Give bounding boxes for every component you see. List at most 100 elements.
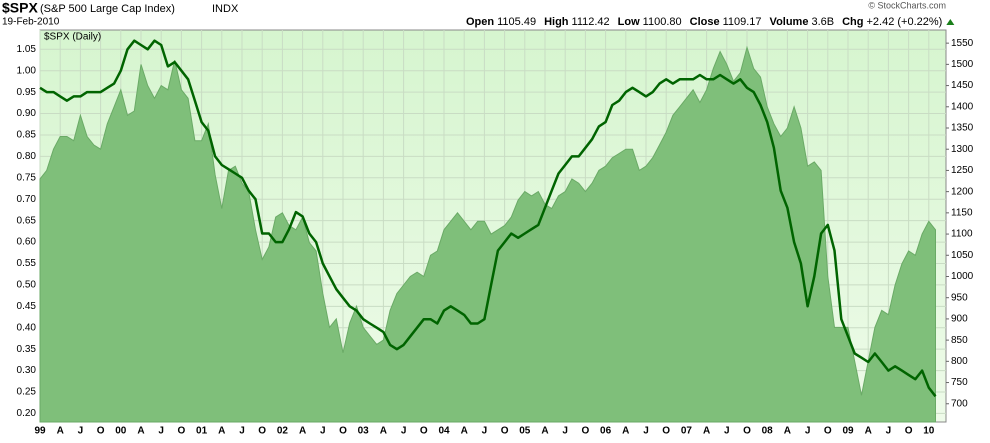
y-tick-label: 0.65 bbox=[17, 215, 37, 226]
quote-value: 1112.42 bbox=[572, 16, 610, 28]
x-tick-label: A bbox=[57, 426, 64, 437]
x-tick-label: J bbox=[158, 426, 164, 437]
x-tick-label: 04 bbox=[438, 426, 450, 437]
y-tick-label: 0.40 bbox=[17, 322, 37, 333]
y-tick-label: 0.55 bbox=[17, 258, 37, 269]
quote-label: Low bbox=[618, 16, 640, 28]
y-tick-label: 0.50 bbox=[17, 280, 37, 291]
y-tick-label: 0.80 bbox=[17, 151, 37, 162]
x-tick-label: J bbox=[724, 426, 730, 437]
y2-tick-label: 1150 bbox=[951, 207, 973, 218]
x-tick-label: A bbox=[622, 426, 629, 437]
y2-tick-label: 1350 bbox=[951, 123, 974, 134]
quote-label: Close bbox=[690, 16, 720, 28]
y2-tick-label: 1100 bbox=[951, 229, 973, 240]
quote-label: Open bbox=[466, 16, 494, 28]
x-tick-label: O bbox=[339, 426, 347, 437]
x-tick-label: O bbox=[97, 426, 105, 437]
quote-value: +2.42 (+0.22%) bbox=[867, 16, 943, 28]
up-arrow bbox=[946, 19, 955, 25]
x-tick-label: O bbox=[662, 426, 670, 437]
quote-label: Volume bbox=[770, 16, 809, 28]
y-tick-label: 1.05 bbox=[17, 44, 37, 55]
quote-label: High bbox=[544, 16, 569, 28]
y-tick-label: 0.30 bbox=[17, 365, 37, 376]
x-tick-label: 01 bbox=[196, 426, 208, 437]
y-tick-label: 0.85 bbox=[17, 130, 37, 141]
y2-tick-label: 950 bbox=[951, 292, 968, 303]
panel-label: $SPX (Daily) bbox=[44, 32, 101, 43]
y2-tick-label: 700 bbox=[951, 398, 968, 409]
y2-tick-label: 1400 bbox=[951, 101, 974, 112]
x-tick-label: O bbox=[178, 426, 186, 437]
y-tick-label: 0.90 bbox=[17, 108, 37, 119]
x-tick-label: O bbox=[582, 426, 590, 437]
quote-value: 1109.17 bbox=[723, 16, 762, 28]
x-tick-label: O bbox=[501, 426, 509, 437]
y-tick-label: 0.25 bbox=[17, 387, 37, 398]
y2-tick-label: 1450 bbox=[951, 80, 974, 91]
x-tick-label: A bbox=[299, 426, 306, 437]
x-tick-label: 08 bbox=[762, 426, 774, 437]
x-tick-label: 09 bbox=[842, 426, 854, 437]
y2-tick-label: 1550 bbox=[951, 38, 974, 49]
x-tick-label: 02 bbox=[277, 426, 289, 437]
y2-tick-label: 750 bbox=[951, 377, 968, 388]
x-tick-label: O bbox=[420, 426, 428, 437]
index-name: (S&P 500 Large Cap Index) bbox=[40, 3, 175, 15]
date: 19-Feb-2010 bbox=[2, 17, 60, 28]
x-tick-label: J bbox=[401, 426, 407, 437]
x-tick-label: 06 bbox=[600, 426, 612, 437]
x-tick-label: 07 bbox=[681, 426, 693, 437]
x-tick-label: O bbox=[743, 426, 751, 437]
y2-tick-label: 1250 bbox=[951, 165, 974, 176]
x-tick-label: 03 bbox=[358, 426, 370, 437]
x-tick-label: 99 bbox=[34, 426, 46, 437]
x-tick-label: A bbox=[784, 426, 791, 437]
quote-bar: Open 1105.49 High 1112.42 Low 1100.80 Close 110… bbox=[466, 16, 955, 28]
area bbox=[39, 45, 936, 423]
x-tick-label: O bbox=[905, 426, 913, 437]
y2-tick-label: 1200 bbox=[951, 186, 974, 197]
x-tick-label: A bbox=[461, 426, 468, 437]
x-tick-label: A bbox=[541, 426, 548, 437]
y2-tick-label: 900 bbox=[951, 314, 968, 325]
y2-tick-label: 1300 bbox=[951, 144, 974, 155]
x-tick-label: J bbox=[482, 426, 488, 437]
x-tick-label: J bbox=[78, 426, 84, 437]
x-tick-label: A bbox=[137, 426, 144, 437]
y2-tick-label: 1000 bbox=[951, 271, 974, 282]
y2-tick-label: 800 bbox=[951, 356, 968, 367]
quote-value: 1105.49 bbox=[497, 16, 536, 28]
x-tick-label: J bbox=[643, 426, 649, 437]
copyright: © StockCharts.com bbox=[868, 0, 946, 10]
quote-value: 3.6B bbox=[811, 16, 834, 28]
y2-tick-label: 1050 bbox=[951, 250, 974, 261]
x-tick-label: J bbox=[239, 426, 245, 437]
x-tick-label: A bbox=[703, 426, 710, 437]
y2-tick-label: 1500 bbox=[951, 59, 974, 70]
x-tick-label: A bbox=[380, 426, 387, 437]
y-tick-label: 0.20 bbox=[17, 408, 37, 419]
y-tick-label: 0.70 bbox=[17, 194, 37, 205]
quote-value: 1100.80 bbox=[643, 16, 682, 28]
x-tick-label: J bbox=[562, 426, 568, 437]
exchange: INDX bbox=[212, 3, 239, 15]
y-tick-label: 0.45 bbox=[17, 301, 37, 312]
y-tick-label: 0.60 bbox=[17, 237, 37, 248]
quote-label: Chg bbox=[842, 16, 863, 28]
y2-tick-label: 850 bbox=[951, 335, 968, 346]
x-tick-label: A bbox=[865, 426, 872, 437]
x-tick-label: 05 bbox=[519, 426, 531, 437]
y-tick-label: 0.75 bbox=[17, 172, 37, 183]
x-tick-label: A bbox=[218, 426, 225, 437]
x-tick-label: J bbox=[805, 426, 811, 437]
y-tick-label: 1.00 bbox=[17, 65, 37, 76]
symbol: $SPX bbox=[2, 0, 38, 16]
x-tick-label: O bbox=[258, 426, 266, 437]
y-tick-label: 0.35 bbox=[17, 344, 37, 355]
x-tick-label: J bbox=[886, 426, 892, 437]
x-tick-label: 10 bbox=[923, 426, 935, 437]
x-tick-label: J bbox=[320, 426, 326, 437]
